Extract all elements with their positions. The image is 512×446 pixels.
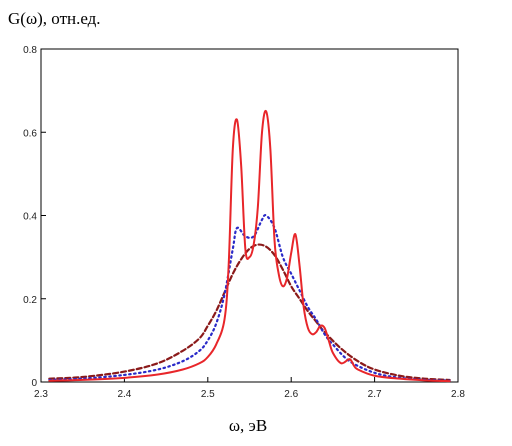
x-tick-label: 2.4	[117, 389, 131, 400]
x-tick-label: 2.8	[451, 389, 465, 400]
x-tick-label: 2.3	[34, 389, 48, 400]
chart-title: G(ω), отн.ед.	[8, 9, 101, 28]
x-tick-label: 2.5	[201, 389, 215, 400]
plot-frame	[40, 48, 459, 383]
y-tick-label: 0.6	[23, 128, 37, 139]
plot-axes: 2.3 2.4 2.5 2.6 2.7 2.8 0 0.2 0.4 0.6 0.8	[23, 45, 465, 400]
y-tick-label: 0.2	[23, 295, 37, 306]
series-line-solid	[48, 109, 451, 383]
series-line-dotted	[48, 213, 451, 382]
y-tick-label: 0	[31, 378, 37, 389]
x-tick-label: 2.7	[368, 389, 382, 400]
series-group	[48, 109, 451, 383]
y-tick-label: 0.4	[23, 212, 37, 223]
x-axis-label: ω, эВ	[229, 416, 267, 435]
y-tick-label: 0.8	[23, 45, 37, 56]
series-line-dashed	[48, 243, 451, 382]
x-tick-label: 2.6	[284, 389, 298, 400]
